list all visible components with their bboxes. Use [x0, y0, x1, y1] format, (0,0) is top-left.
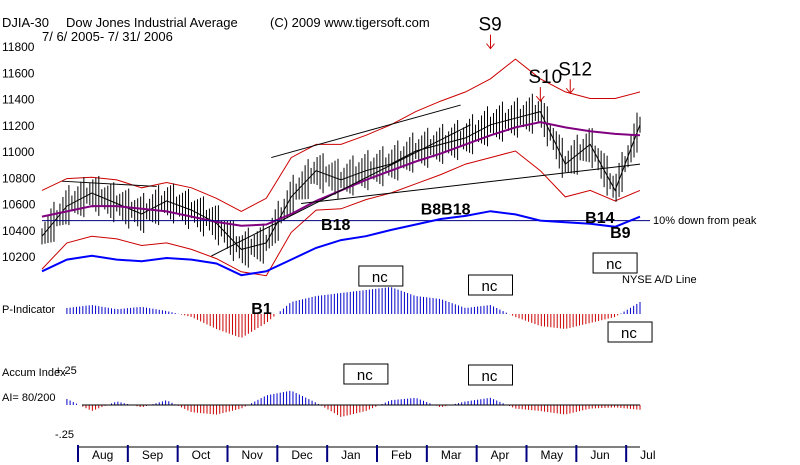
- accum-index-histogram: [66, 390, 641, 417]
- nc-label: nc: [357, 367, 373, 384]
- month-label: Sep: [142, 448, 164, 462]
- nc-box: [468, 364, 513, 386]
- signal-label: S12: [558, 59, 592, 80]
- ad-signal-label: B18: [321, 217, 350, 234]
- ad-line-mark: [41, 210, 641, 277]
- p-indicator-label: P-Indicator: [2, 304, 56, 316]
- nc-label: nc: [621, 325, 637, 342]
- price-bars: [41, 93, 641, 268]
- month-label: Feb: [391, 448, 412, 462]
- chart-ticker: DJIA-30: [2, 15, 49, 30]
- month-label: Apr: [491, 448, 510, 462]
- trendline: [61, 180, 157, 187]
- accum-tick-top: +.25: [55, 365, 77, 377]
- nc-box: [607, 321, 653, 343]
- nc-label: nc: [482, 368, 498, 385]
- trendline: [271, 104, 461, 159]
- signal-arrowhead: [535, 95, 545, 102]
- nc-label: nc: [606, 256, 622, 273]
- chart-copyright: (C) 2009 www.tigersoft.com: [270, 15, 430, 30]
- price-tick-label: 10600: [2, 198, 36, 212]
- trendline: [301, 163, 641, 204]
- price-tick-label: 10400: [2, 224, 36, 238]
- trendlines: [61, 104, 641, 257]
- month-label: Nov: [242, 448, 263, 462]
- chart-index-name: Dow Jones Industrial Average: [66, 15, 238, 30]
- p-indicator-signal: B1: [251, 301, 272, 318]
- signal-arrowhead: [486, 43, 495, 50]
- price-tick-label: 11200: [2, 119, 35, 133]
- nc-box: [468, 274, 513, 296]
- price-tick-label: 11800: [2, 40, 35, 54]
- price-y-axis: 10200 10400 10600 10800 11000 11200 11400 11600…: [2, 40, 36, 264]
- chart-date-range: 7/ 6/ 2005- 7/ 31/ 2006: [42, 29, 173, 44]
- month-label: May: [541, 448, 564, 462]
- price-tick-label: 10800: [2, 171, 36, 185]
- month-label: Aug: [92, 448, 113, 462]
- nc-labels: nc nc nc nc nc nc: [343, 252, 653, 386]
- ad-signal-label: B14: [585, 210, 614, 227]
- price-close-line: [41, 111, 641, 250]
- reference-line-label: 10% down from peak: [653, 215, 757, 227]
- price-tick-label: 11600: [2, 66, 35, 80]
- ad-signal-label: B9: [610, 225, 631, 242]
- lower-band-line: [41, 150, 641, 277]
- accum-tick-bottom: -.25: [55, 429, 74, 441]
- price-tick-label: 10200: [2, 250, 36, 264]
- month-label: Oct: [192, 448, 211, 462]
- price-tick-label: 11400: [2, 93, 35, 107]
- price-tick-label: 11000: [2, 145, 35, 159]
- month-label: Jan: [341, 448, 360, 462]
- signal-label: S10: [528, 67, 562, 88]
- bollinger-bands: [41, 58, 641, 277]
- nc-box: [592, 252, 638, 274]
- month-label: Mar: [441, 448, 462, 462]
- signal-arrowhead: [565, 87, 575, 95]
- ad-signal-label: B8B18: [421, 201, 471, 218]
- p-indicator-histogram: B1: [66, 287, 641, 338]
- month-label: Dec: [291, 448, 312, 462]
- month-label: Jun: [590, 448, 609, 462]
- nc-box: [343, 363, 389, 385]
- signal-label: S9: [479, 15, 502, 36]
- accum-index-title: Accum Index: [2, 367, 66, 379]
- nc-label: nc: [482, 278, 498, 295]
- nc-box: [358, 265, 404, 287]
- ad-line-label: NYSE A/D Line: [622, 274, 697, 286]
- upper-band-line: [41, 58, 641, 212]
- month-axis: Aug Sep Oct Nov Dec Jan Feb Mar Apr May Jun Jul: [77, 445, 656, 462]
- trendline: [211, 124, 471, 257]
- nc-label: nc: [372, 269, 388, 286]
- month-label: Jul: [640, 448, 655, 462]
- accum-index-subtitle: AI= 80/200: [2, 392, 56, 404]
